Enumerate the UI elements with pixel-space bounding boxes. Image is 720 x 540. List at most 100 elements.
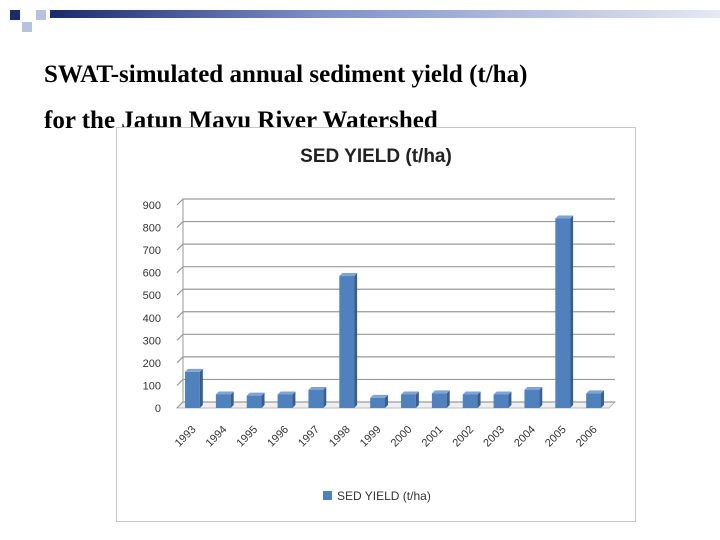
y-tick-label: 600 bbox=[143, 268, 161, 280]
bar-top bbox=[401, 391, 419, 395]
bar-layer bbox=[185, 215, 604, 408]
bar-2005 bbox=[555, 215, 574, 408]
bar-front bbox=[493, 394, 509, 408]
bar-2002 bbox=[462, 391, 481, 408]
slide-title-line-1: SWAT-simulated annual sediment yield (t/… bbox=[44, 61, 528, 88]
slide-corner-decoration bbox=[0, 0, 60, 40]
bar-side bbox=[600, 390, 604, 408]
bar-side bbox=[508, 391, 512, 408]
bar-front bbox=[431, 393, 447, 408]
bar-top bbox=[308, 386, 327, 390]
bar-side bbox=[261, 392, 265, 408]
gridline bbox=[176, 266, 615, 274]
bar-2006 bbox=[586, 390, 604, 408]
y-tick-layer: 0 100 200 300 400 500 600 700 800 900 bbox=[143, 200, 161, 415]
bar-2000 bbox=[401, 391, 419, 408]
bar-1995 bbox=[246, 392, 265, 408]
bar-side bbox=[415, 391, 419, 408]
x-tick-label: 1995 bbox=[234, 424, 260, 450]
bar-top bbox=[277, 391, 296, 395]
y-tick-label: 400 bbox=[143, 313, 161, 325]
x-tick-label: 1993 bbox=[173, 424, 199, 450]
bar-front bbox=[401, 394, 416, 408]
bar-front bbox=[246, 395, 262, 408]
bar-side bbox=[230, 391, 234, 408]
bar-front bbox=[370, 397, 385, 408]
x-tick-label: 2002 bbox=[450, 424, 476, 450]
bar-side bbox=[323, 386, 327, 408]
bar-1999 bbox=[370, 394, 388, 408]
bar-front bbox=[215, 394, 231, 408]
bar-1994 bbox=[215, 391, 234, 408]
bar-top bbox=[586, 390, 604, 394]
bar-1998 bbox=[339, 273, 358, 408]
bar-top bbox=[339, 273, 358, 277]
x-tick-label: 1996 bbox=[265, 424, 291, 450]
bar-1997 bbox=[308, 386, 327, 408]
y-tick-label: 700 bbox=[143, 245, 161, 257]
x-tick-label: 2003 bbox=[481, 424, 507, 450]
gridline bbox=[176, 311, 615, 319]
plot-floor bbox=[175, 401, 617, 409]
bar-front bbox=[555, 218, 571, 408]
gridline bbox=[176, 378, 615, 386]
bar-top bbox=[555, 215, 574, 219]
bar-front bbox=[524, 389, 540, 408]
x-tick-label: 2004 bbox=[512, 424, 538, 450]
bar-front bbox=[277, 394, 293, 408]
x-tick-label: 1994 bbox=[204, 424, 230, 450]
bar-front bbox=[462, 394, 478, 408]
x-tick-label: 2000 bbox=[389, 424, 415, 450]
bar-side bbox=[477, 391, 481, 408]
bar-side bbox=[570, 215, 574, 408]
slide-title: SWAT-simulated annual sediment yield (t/… bbox=[44, 52, 704, 144]
bar-2003 bbox=[493, 391, 512, 408]
bar-front bbox=[586, 393, 601, 408]
bar-side bbox=[384, 394, 388, 408]
y-tick-label: 900 bbox=[143, 200, 161, 212]
bar-top bbox=[431, 390, 450, 394]
gridline bbox=[176, 333, 615, 341]
bar-front bbox=[185, 371, 200, 408]
legend-swatch bbox=[323, 491, 332, 500]
x-tick-label: 1997 bbox=[296, 424, 322, 450]
gridline bbox=[176, 356, 615, 364]
chart-frame: SED YIELD (t/ha) 0 100 200 300 400 500 600 700 8… bbox=[116, 127, 636, 522]
legend: SED YIELD (t/ha) bbox=[323, 489, 431, 503]
x-tick-layer: 1993 1994 1995 1996 1997 1998 1999 2000 2001 2002… bbox=[173, 424, 600, 450]
chart-title: SED YIELD (t/ha) bbox=[300, 146, 452, 167]
gridline bbox=[176, 243, 615, 251]
y-tick-label: 200 bbox=[143, 358, 161, 370]
bar-top bbox=[462, 391, 481, 395]
gridline bbox=[176, 288, 615, 296]
bar-top bbox=[185, 368, 203, 372]
bar-top bbox=[370, 394, 388, 398]
x-tick-label: 1999 bbox=[358, 424, 384, 450]
x-tick-label: 1998 bbox=[327, 424, 353, 450]
y-tick-label: 0 bbox=[155, 403, 161, 415]
y-tick-label: 500 bbox=[143, 290, 161, 302]
gridline bbox=[176, 198, 615, 206]
y-tick-label: 800 bbox=[143, 223, 161, 235]
grid-layer bbox=[175, 198, 617, 409]
bar-top bbox=[524, 386, 543, 390]
bar-1996 bbox=[277, 391, 296, 408]
x-tick-label: 2006 bbox=[574, 424, 600, 450]
bar-side bbox=[199, 368, 203, 408]
x-tick-label: 2001 bbox=[420, 424, 446, 450]
bar-side bbox=[539, 386, 543, 408]
y-tick-label: 100 bbox=[143, 380, 161, 392]
bar-top bbox=[493, 391, 512, 395]
y-tick-label: 300 bbox=[143, 335, 161, 347]
bar-side bbox=[292, 391, 296, 408]
bar-top bbox=[246, 392, 265, 396]
bar-side bbox=[354, 273, 358, 408]
gridline bbox=[176, 220, 615, 228]
bar-top bbox=[215, 391, 234, 395]
bar-side bbox=[446, 390, 450, 408]
bar-1993 bbox=[185, 368, 203, 408]
bar-front bbox=[339, 276, 355, 408]
bar-front bbox=[308, 389, 324, 408]
bar-2004 bbox=[524, 386, 543, 408]
